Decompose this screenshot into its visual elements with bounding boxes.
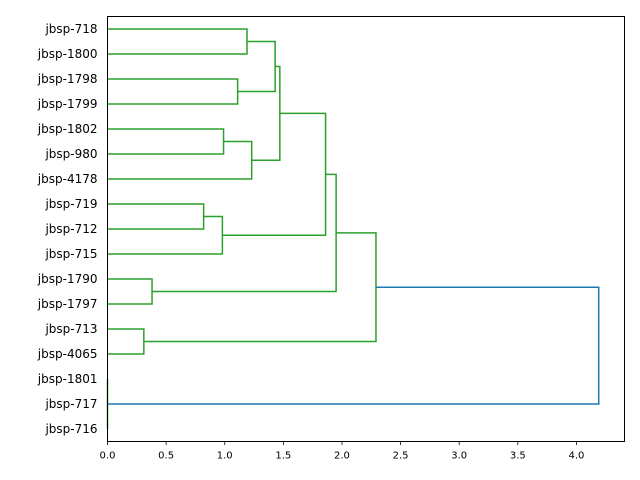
- dendrogram-links: [106, 28, 600, 429]
- dendrogram-link: [107, 286, 600, 405]
- leaf-label: jbsp-718: [44, 22, 97, 36]
- dendrogram-link: [107, 28, 248, 55]
- leaf-label: jbsp-712: [44, 222, 97, 236]
- leaf-label: jbsp-717: [44, 397, 97, 411]
- dendrogram-link: [107, 278, 153, 305]
- dendrogram-link: [222, 112, 327, 236]
- plot-frame: [107, 16, 625, 442]
- x-axis: 0.0 0.5 1.0 1.5 2.0 2.5 3.0 3.5 4.0: [100, 441, 584, 462]
- leaf-label: jbsp-1800: [37, 47, 98, 61]
- x-tick-label: 3.0: [451, 451, 467, 462]
- leaf-label: jbsp-1801: [37, 372, 98, 386]
- dendrogram-link: [107, 128, 225, 155]
- leaf-label: jbsp-1798: [37, 72, 98, 86]
- dendrogram-link: [251, 65, 281, 161]
- leaf-label: jbsp-1802: [37, 122, 98, 136]
- x-tick-label: 1.0: [217, 451, 233, 462]
- leaf-label: jbsp-713: [44, 322, 97, 336]
- leaf-label: jbsp-715: [44, 247, 97, 261]
- dendrogram-link: [107, 328, 145, 355]
- x-tick-label: 0.5: [158, 451, 174, 462]
- x-tick-label: 4.0: [568, 451, 584, 462]
- dendrogram-link: [107, 140, 253, 180]
- dendrogram-link: [107, 78, 239, 105]
- leaf-label: jbsp-1799: [37, 97, 98, 111]
- dendrogram-link: [107, 203, 205, 230]
- x-tick-label: 2.5: [393, 451, 409, 462]
- x-tick-label: 0.0: [100, 451, 116, 462]
- x-tick-label: 3.5: [510, 451, 526, 462]
- dendrogram-link: [152, 173, 337, 293]
- leaf-label: jbsp-4065: [37, 347, 98, 361]
- leaf-label: jbsp-719: [44, 197, 97, 211]
- dendrogram-link: [143, 232, 377, 343]
- leaf-label: jbsp-1797: [37, 297, 98, 311]
- x-tick-label: 2.0: [334, 451, 350, 462]
- leaf-labels: jbsp-718 jbsp-1800 jbsp-1798 jbsp-1799 jbsp-…: [37, 22, 98, 436]
- leaf-label: jbsp-716: [44, 422, 97, 436]
- x-tick-label: 1.5: [275, 451, 291, 462]
- leaf-label: jbsp-4178: [37, 172, 98, 186]
- leaf-label: jbsp-980: [44, 147, 97, 161]
- dendrogram-link: [237, 40, 276, 93]
- dendrogram-link: [107, 215, 224, 255]
- leaf-label: jbsp-1790: [37, 272, 98, 286]
